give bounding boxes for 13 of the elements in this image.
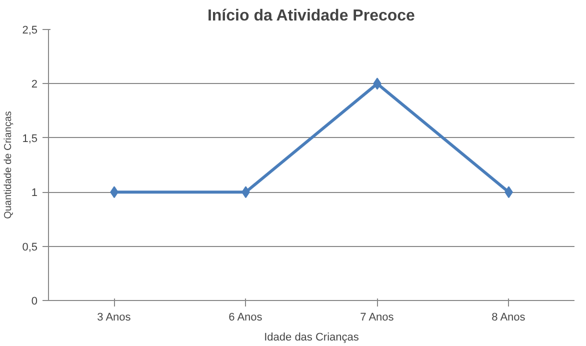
chart-title: Início da Atividade Precoce xyxy=(207,8,416,24)
x-tick-label: 7 Anos xyxy=(360,312,394,324)
y-tick-label: 2 xyxy=(31,78,38,91)
y-tick-label: 0 xyxy=(31,296,38,308)
y-tick-label: 2,5 xyxy=(22,24,38,36)
y-tick-label: 1 xyxy=(31,187,38,200)
x-tick-label: 8 Anos xyxy=(492,312,526,324)
y-tick-label: 1,5 xyxy=(22,132,38,145)
y-tick-label: 0,5 xyxy=(22,241,38,254)
x-tick-label: 6 Anos xyxy=(228,312,263,324)
x-axis-title: Idade das Crianças xyxy=(264,332,360,344)
x-tick-label: 3 Anos xyxy=(97,312,132,324)
y-axis-title: Quantidade de Crianças xyxy=(3,111,14,219)
